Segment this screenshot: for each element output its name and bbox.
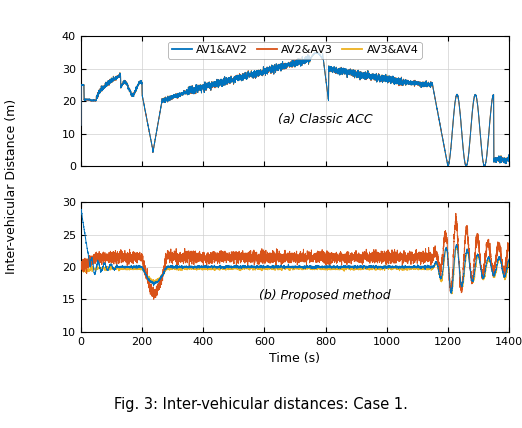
Text: (b) Proposed method: (b) Proposed method [259,289,390,302]
Text: Fig. 3: Inter-vehicular distances: Case 1.: Fig. 3: Inter-vehicular distances: Case … [114,397,408,412]
X-axis label: Time (s): Time (s) [269,352,321,365]
Text: Inter-vehicular Distance (m): Inter-vehicular Distance (m) [5,98,18,274]
Legend: AV1&AV2, AV2&AV3, AV3&AV4: AV1&AV2, AV2&AV3, AV3&AV4 [168,42,422,59]
Text: (a) Classic ACC: (a) Classic ACC [278,113,372,126]
